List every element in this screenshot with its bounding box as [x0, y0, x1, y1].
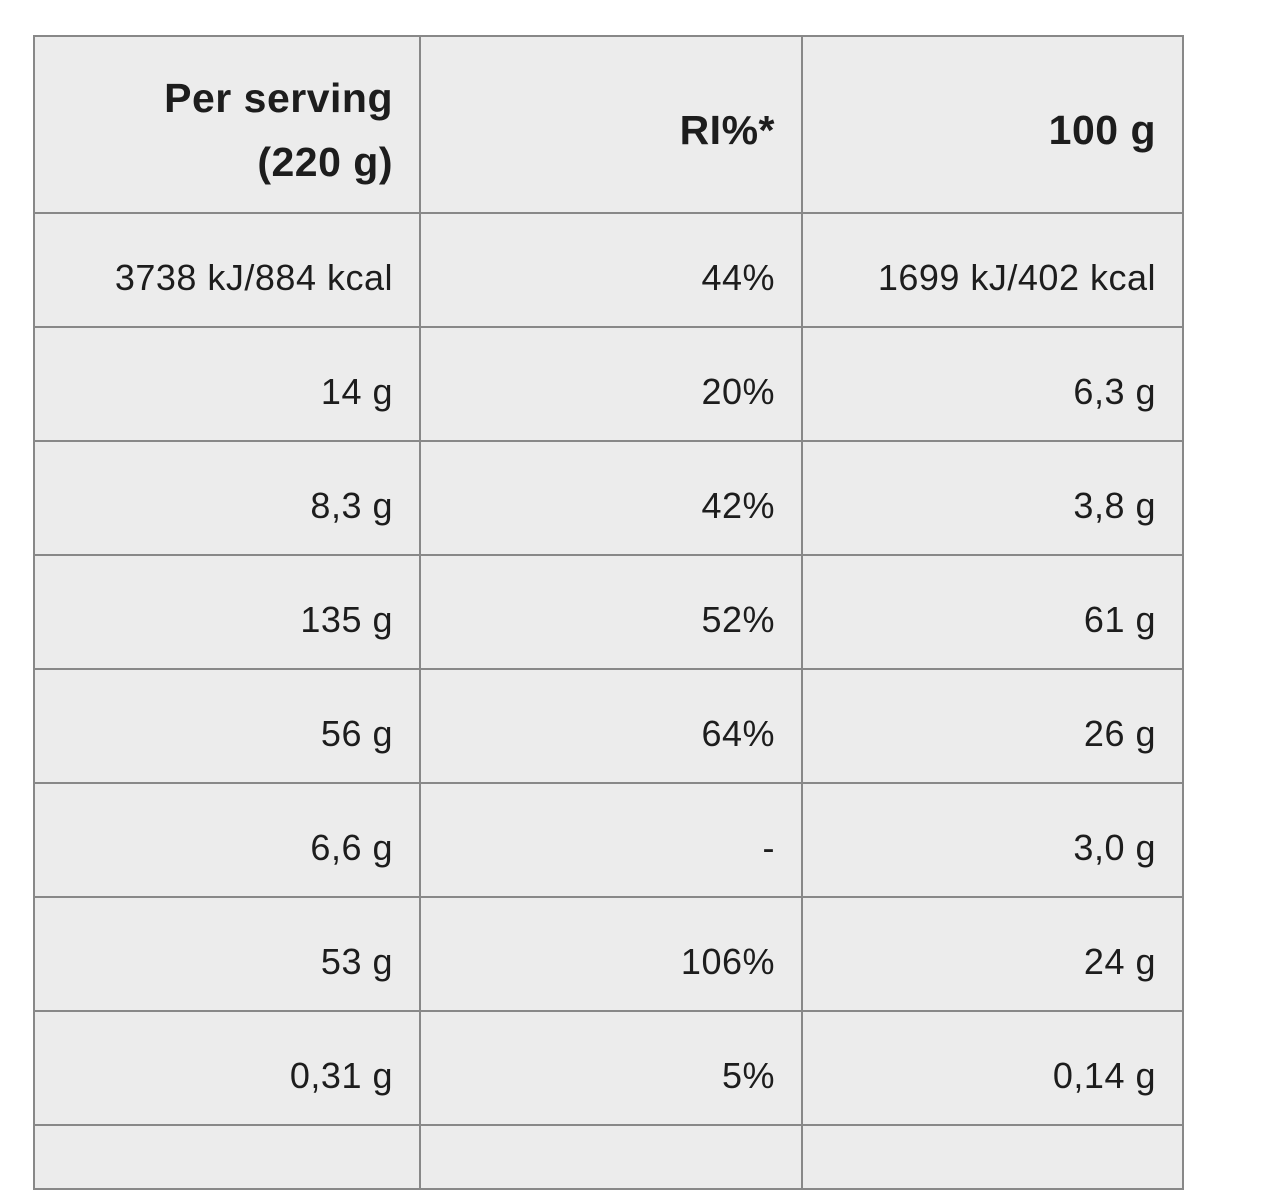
table-row-energy: 3738 kJ/884 kcal 44% 1699 kJ/402 kcal [33, 212, 1184, 328]
table-row: 8,3 g 42% 3,8 g [33, 440, 1184, 556]
cell-per-serving: 0,31 g [33, 1010, 421, 1126]
cell-per-100g: 26 g [801, 668, 1184, 784]
cell-per-serving: 56 g [33, 668, 421, 784]
table-row: 0,31 g 5% 0,14 g [33, 1010, 1184, 1126]
cell-per-100g [801, 1124, 1184, 1190]
cell-per-100g: 61 g [801, 554, 1184, 670]
col-header-per-serving-line1: Per serving [164, 74, 393, 121]
cell-per-serving: 6,6 g [33, 782, 421, 898]
cell-ri-percent: 64% [419, 668, 803, 784]
cell-per-serving [33, 1124, 421, 1190]
table-row-partial [33, 1124, 1184, 1190]
cell-ri-percent: - [419, 782, 803, 898]
table-row: 14 g 20% 6,3 g [33, 326, 1184, 442]
cell-per-serving: 135 g [33, 554, 421, 670]
cell-ri-percent [419, 1124, 803, 1190]
col-header-per-serving-line2: (220 g) [257, 138, 393, 185]
cell-per-serving: 8,3 g [33, 440, 421, 556]
cell-per-serving: 3738 kJ/884 kcal [33, 212, 421, 328]
cell-per-serving: 53 g [33, 896, 421, 1012]
cell-ri-percent: 44% [419, 212, 803, 328]
cell-ri-percent: 106% [419, 896, 803, 1012]
cell-per-100g: 3,8 g [801, 440, 1184, 556]
nutrition-table: Per serving (220 g) RI%* 100 g 3738 kJ/8… [33, 35, 1184, 1190]
cell-per-100g: 0,14 g [801, 1010, 1184, 1126]
cell-ri-percent: 5% [419, 1010, 803, 1126]
cell-per-100g: 1699 kJ/402 kcal [801, 212, 1184, 328]
table-row: 53 g 106% 24 g [33, 896, 1184, 1012]
cell-per-serving: 14 g [33, 326, 421, 442]
cell-per-100g: 6,3 g [801, 326, 1184, 442]
header-row: Per serving (220 g) RI%* 100 g [33, 35, 1184, 214]
col-header-100g: 100 g [801, 35, 1184, 214]
col-header-ri-percent: RI%* [419, 35, 803, 214]
table-row: 56 g 64% 26 g [33, 668, 1184, 784]
table-row: 6,6 g - 3,0 g [33, 782, 1184, 898]
col-header-per-serving: Per serving (220 g) [33, 35, 421, 214]
table-row: 135 g 52% 61 g [33, 554, 1184, 670]
cell-per-100g: 3,0 g [801, 782, 1184, 898]
cell-per-100g: 24 g [801, 896, 1184, 1012]
cell-ri-percent: 42% [419, 440, 803, 556]
cell-ri-percent: 52% [419, 554, 803, 670]
cell-ri-percent: 20% [419, 326, 803, 442]
